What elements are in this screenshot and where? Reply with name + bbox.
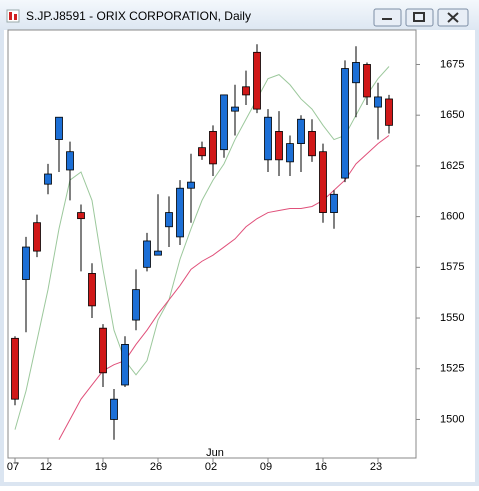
candle-body xyxy=(165,212,173,228)
x-tick-label: 07 xyxy=(7,461,19,473)
candle-body xyxy=(44,173,52,185)
candle-body xyxy=(374,96,382,108)
x-tick-label: 12 xyxy=(40,461,52,473)
candle-body xyxy=(231,106,239,112)
moving-average-line xyxy=(14,66,390,430)
y-tick-label: 1525 xyxy=(440,363,464,375)
close-button[interactable] xyxy=(437,8,469,27)
y-tick-label: 1650 xyxy=(440,109,464,121)
y-tick-label: 1675 xyxy=(440,58,464,70)
candle-body xyxy=(308,131,316,157)
candle-body xyxy=(99,327,107,374)
candle-body xyxy=(33,222,41,252)
candle-body xyxy=(253,51,261,110)
y-tick-label: 1600 xyxy=(440,211,464,223)
minimize-button[interactable] xyxy=(373,8,402,27)
candle-body xyxy=(22,246,30,280)
x-tick-label: 02 xyxy=(205,461,217,473)
candle-body xyxy=(176,187,184,238)
plot-area xyxy=(7,29,417,459)
candle-body xyxy=(385,98,393,126)
candle-body xyxy=(121,344,129,386)
candle-body xyxy=(66,151,74,171)
y-tick-label: 1625 xyxy=(440,160,464,172)
candle-body xyxy=(88,273,96,307)
candle-body xyxy=(55,116,63,140)
window-title: S.JP.J8591 - ORIX CORPORATION, Daily xyxy=(26,9,251,23)
candle-body xyxy=(198,147,206,157)
candle-body xyxy=(110,398,118,420)
candle-body xyxy=(154,250,162,256)
candle-body xyxy=(143,240,151,268)
candle-body xyxy=(330,193,338,213)
x-tick-label: 19 xyxy=(95,461,107,473)
candle-body xyxy=(220,94,228,151)
month-label: Jun xyxy=(206,447,224,459)
candle-body xyxy=(319,151,327,213)
candle-body xyxy=(77,212,85,220)
candle-body xyxy=(275,131,283,161)
app-icon xyxy=(6,9,20,23)
candle-body xyxy=(286,143,294,163)
candle-body xyxy=(242,86,250,96)
y-tick-label: 1500 xyxy=(440,413,464,425)
candle-body xyxy=(297,118,305,144)
x-tick-label: 09 xyxy=(260,461,272,473)
moving-average-line xyxy=(58,135,390,440)
y-tick-label: 1575 xyxy=(440,261,464,273)
maximize-button[interactable] xyxy=(405,8,434,27)
candle-body xyxy=(209,131,217,165)
candle-body xyxy=(11,337,19,400)
x-tick-label: 23 xyxy=(370,461,382,473)
y-tick-label: 1550 xyxy=(440,312,464,324)
candle-body xyxy=(352,62,360,84)
candle-body xyxy=(341,68,349,179)
x-tick-label: 26 xyxy=(150,461,162,473)
candle-body xyxy=(363,64,371,98)
candle-body xyxy=(264,116,272,161)
x-tick-label: 16 xyxy=(315,461,327,473)
candle-body xyxy=(132,289,140,321)
candle-body xyxy=(187,181,195,189)
